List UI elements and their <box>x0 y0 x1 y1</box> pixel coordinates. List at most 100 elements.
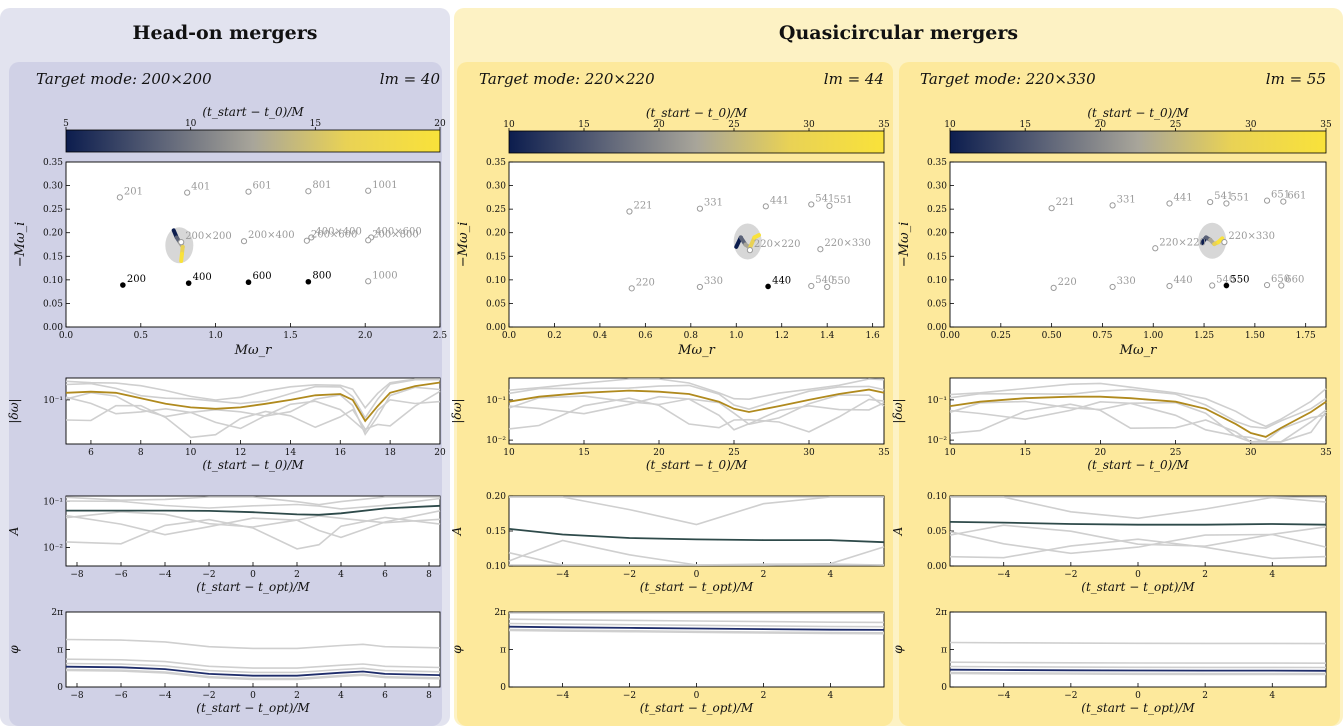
amplitude-background-curve <box>949 538 1327 560</box>
phase-xtick-label: −2 <box>623 691 636 701</box>
mode-label-highlight: 440 <box>772 275 791 286</box>
mode-marker-open <box>1221 239 1228 246</box>
error-xtick-label: 16 <box>335 448 347 458</box>
scatter-ytick-label: 0.00 <box>486 323 506 333</box>
mode-marker-open <box>808 201 815 208</box>
scatter-ytick-label: 0.00 <box>43 323 63 333</box>
error-xtick-label: 20 <box>653 448 665 458</box>
phase-xtick-label: −6 <box>114 691 128 701</box>
mode-label-highlight: 550 <box>1230 275 1249 286</box>
mode-marker-filled <box>185 280 192 286</box>
colorbar-tick-label: 10 <box>503 120 515 130</box>
colorbar-tick-label: 20 <box>434 119 446 129</box>
error-ytick-label: 10⁻² <box>927 436 947 446</box>
colorbar-tick-label: 30 <box>803 120 815 130</box>
mode-label: 220×220 <box>754 239 801 250</box>
amplitude-ylabel: A <box>450 526 464 536</box>
phase-ylabel: φ <box>450 645 464 654</box>
colorbar-tick-label: 15 <box>578 120 590 130</box>
phase-xtick-label: 2 <box>294 691 300 701</box>
scatter-xtick-label: 1.4 <box>820 331 835 341</box>
mode-label: 400×600 <box>375 226 422 237</box>
phase-xtick-label: 4 <box>1269 691 1275 701</box>
phase-xtick-label: 4 <box>828 691 834 701</box>
mode-marker-open <box>824 283 831 291</box>
amplitude-axes <box>65 495 441 567</box>
amplitude-xtick-label: 6 <box>382 570 388 580</box>
scatter-xtick-label: 1.0 <box>208 331 223 341</box>
colorbar-tick-label: 35 <box>1320 120 1332 130</box>
scatter-xlabel: Mω_r <box>677 343 715 358</box>
trajectory-segment <box>752 233 761 240</box>
amplitude-ylabel: A <box>7 526 21 536</box>
error-background-curve <box>949 400 1327 443</box>
error-ytick-label: 10⁻¹ <box>43 396 63 406</box>
error-ytick-label: 10⁻¹ <box>927 396 947 406</box>
colorbar-label: (t_start − t_0)/M <box>1087 106 1189 120</box>
scatter-ytick-label: 0.15 <box>927 252 947 262</box>
phase-xlabel: (t_start − t_opt)/M <box>1081 701 1195 715</box>
scatter-ytick-label: 0.15 <box>43 252 63 262</box>
amplitude-background-curve <box>65 496 440 506</box>
phase-background-curve <box>65 662 441 674</box>
amplitude-ytick-label: 10⁻¹ <box>43 497 63 507</box>
colorbar-tick-label: 20 <box>1095 120 1107 130</box>
phase-ytick-label: π <box>500 646 506 656</box>
error-xtick-label: 15 <box>1019 448 1031 458</box>
colorbar-tick-label: 20 <box>653 120 665 130</box>
error-background-curve <box>508 394 885 426</box>
colorbar-tick-label: 15 <box>310 119 322 129</box>
phase-xtick-label: −2 <box>1064 691 1077 701</box>
lm-label: lm = 55 <box>1266 70 1326 88</box>
amplitude-xtick-label: −8 <box>70 570 84 580</box>
colorbar-label: (t_start − t_0)/M <box>646 106 748 120</box>
mode-marker-filled <box>765 283 771 290</box>
error-xtick-label: 18 <box>384 448 396 458</box>
mode-marker-open <box>808 282 815 290</box>
scatter-ytick-label: 0.25 <box>927 205 947 215</box>
phase-xlabel: (t_start − t_opt)/M <box>196 701 310 715</box>
mode-label-highlight: 400 <box>193 272 212 283</box>
scatter-ytick-label: 0.15 <box>486 252 506 262</box>
phase-background-curve <box>949 665 1327 669</box>
scatter-ytick-label: 0.30 <box>43 182 63 192</box>
scatter-ytick-label: 0.10 <box>43 276 63 286</box>
scatter-xtick-label: 0.75 <box>1092 331 1112 341</box>
mode-marker-open <box>1166 200 1173 207</box>
phase-xtick-label: −4 <box>158 691 172 701</box>
mode-label: 200×800 <box>372 229 419 240</box>
amplitude-background-curve <box>950 496 1327 499</box>
mode-label: 651 <box>1271 190 1290 201</box>
phase-curve <box>65 665 441 677</box>
mode-label: 551 <box>1230 192 1249 203</box>
amplitude-xtick-label: 2 <box>294 570 300 580</box>
colorbar-tick-label: 25 <box>728 120 740 130</box>
error-xtick-label: 35 <box>1320 448 1332 458</box>
mode-label: 331 <box>1117 194 1136 205</box>
mode-label: 441 <box>770 195 789 206</box>
error-background-curve <box>949 403 1327 443</box>
colorbar-tick-label: 35 <box>878 120 890 130</box>
mode-label: 220×330 <box>824 238 871 249</box>
phase-ytick-label: 2π <box>51 608 63 618</box>
trajectory-cloud <box>733 223 762 260</box>
mode-marker-open <box>817 246 824 253</box>
head-on-header: Head-on mergers <box>132 22 318 44</box>
colorbar <box>65 129 441 153</box>
mode-label: 1001 <box>372 180 397 191</box>
mode-marker-open <box>628 285 635 292</box>
error-xtick-label: 25 <box>1170 448 1182 458</box>
phase-ytick-label: 0 <box>941 683 947 693</box>
amplitude-xtick-label: 4 <box>1269 570 1275 580</box>
mode-label: 1000 <box>372 270 397 281</box>
scatter-xtick-label: 0.0 <box>502 331 517 341</box>
phase-background-curve <box>508 618 885 624</box>
mode-marker-open <box>1209 282 1216 289</box>
mode-marker-open <box>308 234 315 241</box>
scatter-ytick-label: 0.10 <box>486 276 506 286</box>
mode-label: 541 <box>1214 191 1233 202</box>
amplitude-xtick-label: 0 <box>694 570 700 580</box>
phase-xtick-label: 8 <box>426 691 432 701</box>
scatter-xtick-label: 2.5 <box>433 331 448 341</box>
